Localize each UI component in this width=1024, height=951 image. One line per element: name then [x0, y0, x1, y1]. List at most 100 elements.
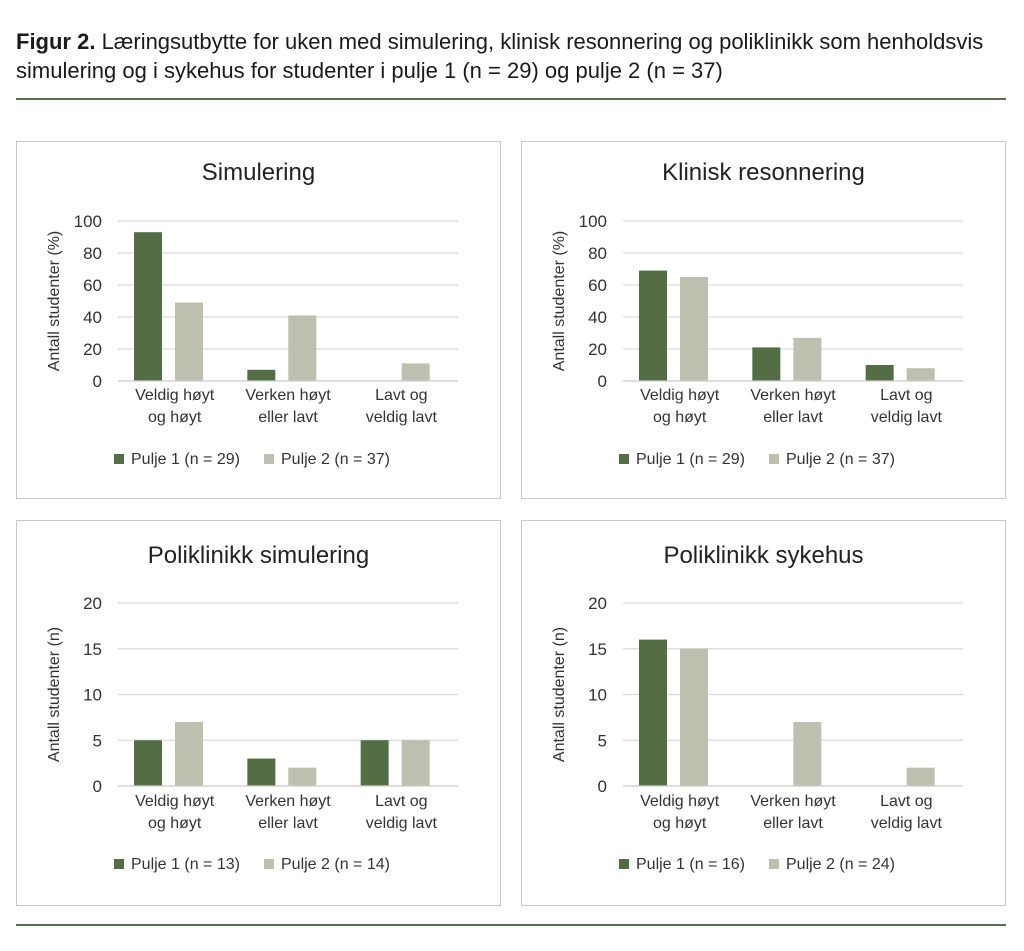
- bar: [752, 347, 781, 381]
- bar: [134, 232, 162, 381]
- x-tick-label: veldig lavt: [871, 815, 943, 832]
- top-rule: [16, 98, 1006, 100]
- x-tick-label: Verken høyt: [750, 387, 836, 404]
- bar: [360, 740, 389, 786]
- x-tick-label: eller lavt: [763, 409, 823, 426]
- x-tick-label: veldig lavt: [871, 409, 943, 426]
- legend-swatch: [114, 859, 124, 869]
- bar: [793, 721, 822, 786]
- figure-caption-text: Læringsutbytte for uken med simulering, …: [16, 29, 984, 83]
- x-tick-label: veldig lavt: [366, 409, 438, 426]
- chart-panel-klinisk: Klinisk resonnering 0 20 40 60 80 100 Antall st…: [521, 141, 1006, 499]
- y-tick-label: 40: [83, 308, 102, 327]
- x-tick-label: Veldig høyt: [135, 387, 215, 404]
- bar: [401, 363, 430, 381]
- x-tick-label: veldig lavt: [366, 815, 438, 832]
- figure-label: Figur 2.: [16, 29, 96, 54]
- y-tick-label: 0: [93, 372, 102, 391]
- y-tick-label: 20: [83, 594, 102, 613]
- y-tick-label: 80: [588, 244, 607, 263]
- legend-label: Pulje 1 (n = 13): [131, 856, 240, 873]
- figure-caption: Figur 2. Læringsutbytte for uken med sim…: [16, 27, 1006, 85]
- legend-swatch: [769, 859, 779, 869]
- bar: [134, 740, 162, 786]
- legend-swatch: [264, 454, 274, 464]
- bar: [247, 369, 276, 381]
- x-tick-label: eller lavt: [258, 815, 318, 832]
- y-tick-label: 10: [83, 686, 102, 705]
- y-tick-label: 60: [83, 276, 102, 295]
- bar: [906, 767, 935, 786]
- bar: [906, 368, 935, 381]
- bar: [247, 758, 276, 786]
- legend-label: Pulje 2 (n = 37): [786, 451, 895, 468]
- legend-swatch: [619, 859, 629, 869]
- chart-svg: 0 5 10 15 20 Antall studenter (n) Veldig høyt o…: [551, 594, 963, 873]
- x-tick-label: Verken høyt: [245, 387, 331, 404]
- y-tick-label: 15: [83, 640, 102, 659]
- x-tick-label: og høyt: [148, 815, 202, 832]
- y-tick-label: 0: [598, 372, 607, 391]
- legend-label: Pulje 1 (n = 29): [636, 451, 745, 468]
- legend-label: Pulje 2 (n = 14): [281, 856, 390, 873]
- x-tick-label: eller lavt: [763, 815, 823, 832]
- legend-swatch: [264, 859, 274, 869]
- bar: [865, 365, 894, 381]
- y-tick-label: 5: [93, 731, 102, 750]
- bar: [288, 767, 317, 786]
- y-tick-label: 20: [588, 594, 607, 613]
- chart-title: Poliklinikk simulering: [147, 542, 370, 569]
- y-tick-label: 15: [588, 640, 607, 659]
- legend-swatch: [619, 454, 629, 464]
- x-tick-label: og høyt: [148, 409, 202, 426]
- y-axis-label: Antall studenter (n): [551, 627, 568, 762]
- bar: [175, 721, 203, 786]
- y-tick-label: 100: [74, 212, 102, 231]
- bar: [680, 277, 708, 381]
- legend-swatch: [114, 454, 124, 464]
- x-tick-label: Veldig høyt: [640, 793, 720, 810]
- x-tick-label: Verken høyt: [750, 793, 836, 810]
- x-tick-label: Lavt og: [880, 793, 932, 810]
- bottom-rule: [16, 924, 1006, 926]
- bar: [175, 302, 203, 381]
- legend-label: Pulje 1 (n = 29): [131, 451, 240, 468]
- bar: [680, 648, 708, 786]
- bar: [401, 740, 430, 786]
- y-tick-label: 20: [83, 340, 102, 359]
- chart-svg: 0 20 40 60 80 100 Antall studenter (%) Veldig h…: [551, 212, 963, 468]
- legend-swatch: [769, 454, 779, 464]
- y-tick-label: 0: [93, 777, 102, 796]
- x-tick-label: eller lavt: [258, 409, 318, 426]
- chart-panel-poliklinikk-simulering: Poliklinikk simulering 0 5 10 15 20 Antall stu…: [16, 520, 501, 906]
- bar: [639, 270, 667, 381]
- y-tick-label: 5: [598, 731, 607, 750]
- x-tick-label: Lavt og: [375, 793, 427, 810]
- y-tick-label: 40: [588, 308, 607, 327]
- y-tick-label: 10: [588, 686, 607, 705]
- y-tick-label: 100: [579, 212, 607, 231]
- y-tick-label: 60: [588, 276, 607, 295]
- x-tick-label: Verken høyt: [245, 793, 331, 810]
- x-tick-label: Lavt og: [880, 387, 932, 404]
- y-axis-label: Antall studenter (n): [46, 627, 63, 762]
- bar: [793, 337, 822, 381]
- x-tick-label: Lavt og: [375, 387, 427, 404]
- chart-panel-simulering: Simulering 0 20 40 60 80 100 Antall studenter (…: [16, 141, 501, 499]
- bar: [288, 315, 317, 381]
- y-tick-label: 80: [83, 244, 102, 263]
- x-tick-label: og høyt: [653, 409, 707, 426]
- chart-svg: 0 20 40 60 80 100 Antall studenter (%) Veldig h…: [46, 212, 458, 468]
- chart-svg: 0 5 10 15 20 Antall studenter (n) Veldig høyt o…: [46, 594, 458, 873]
- chart-title: Klinisk resonnering: [662, 159, 865, 186]
- x-tick-label: Veldig høyt: [640, 387, 720, 404]
- legend-label: Pulje 2 (n = 24): [786, 856, 895, 873]
- y-axis-label: Antall studenter (%): [46, 231, 63, 372]
- chart-title: Simulering: [201, 159, 316, 186]
- y-tick-label: 20: [588, 340, 607, 359]
- y-tick-label: 0: [598, 777, 607, 796]
- x-tick-label: og høyt: [653, 815, 707, 832]
- legend-label: Pulje 1 (n = 16): [636, 856, 745, 873]
- chart-panel-poliklinikk-sykehus: Poliklinikk sykehus 0 5 10 15 20 Antall studen…: [521, 520, 1006, 906]
